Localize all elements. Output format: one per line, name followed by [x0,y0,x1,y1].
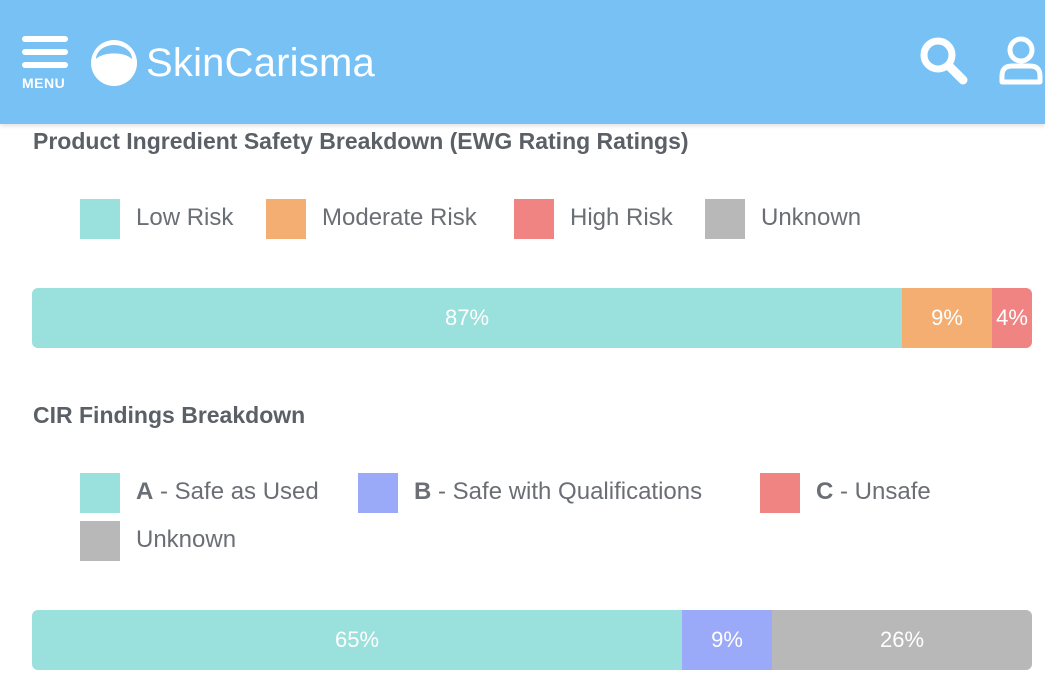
legend-label: Unknown [761,204,862,231]
legend-label: Unknown [136,526,237,553]
top-navigation-bar: MENU SkinCarisma [0,0,1045,124]
menu-icon [20,36,74,68]
b-swatch [358,473,398,513]
bar-segment-low-risk: 87% [32,288,902,348]
bar-segment-unknown: 26% [772,610,1032,670]
search-icon [920,37,968,85]
legend-label: Low Risk [136,204,234,231]
legend-label: - Safe with Qualifications [431,478,703,505]
ewg-safety-bar: 87% 9% 4% [32,288,1032,348]
moderate-risk-swatch [266,199,306,239]
legend-label: - Safe as Used [153,478,319,505]
brand-name: SkinCarisma [146,40,375,85]
high-risk-swatch [514,199,554,239]
menu-button[interactable]: MENU [20,36,74,92]
logo-icon [91,40,137,86]
legend-letter: C [816,478,834,505]
cir-section-title: CIR Findings Breakdown [33,402,306,428]
unknown-swatch [705,199,745,239]
a-swatch [80,473,120,513]
bar-segment-a: 65% [32,610,682,670]
user-account-button[interactable] [998,36,1044,86]
legend-label: High Risk [570,204,673,231]
low-risk-swatch [80,199,120,239]
unknown-swatch [80,521,120,561]
ewg-section-title: Product Ingredient Safety Breakdown (EWG… [33,128,689,154]
menu-label: MENU [22,75,66,91]
legend-letter: B [414,478,432,505]
legend-letter: A [136,478,154,505]
bar-segment-b: 9% [682,610,772,670]
cir-findings-bar: 65% 9% 26% [32,610,1032,670]
legend-label: - Unsafe [833,478,931,505]
bar-segment-moderate-risk: 9% [902,288,992,348]
legend-label: Moderate Risk [322,204,477,231]
brand-logo[interactable]: SkinCarisma [90,38,375,88]
search-button[interactable] [918,36,970,86]
c-swatch [760,473,800,513]
user-icon [999,36,1043,85]
bar-segment-high-risk: 4% [992,288,1032,348]
